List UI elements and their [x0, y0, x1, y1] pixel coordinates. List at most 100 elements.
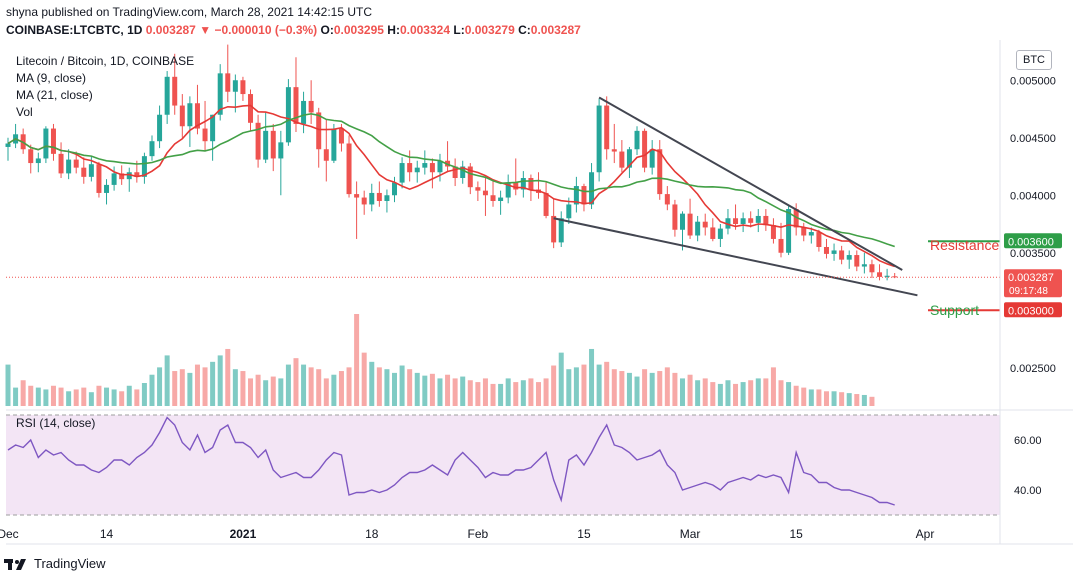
close-label: C: [518, 23, 531, 37]
candle-body [619, 151, 625, 168]
candle-body [50, 128, 56, 154]
volume-bar [543, 378, 549, 406]
volume-bar [187, 372, 193, 406]
candle-body [210, 114, 216, 142]
price-tick-label: 0.002500 [1010, 363, 1056, 375]
candle-body [58, 153, 64, 174]
candle-body [770, 225, 776, 239]
resistance-price-tag [1004, 233, 1062, 249]
rsi-pane [6, 414, 1000, 516]
candle-body [111, 173, 117, 185]
volume-bar [194, 364, 200, 406]
rsi-legend: RSI (14, close) [16, 416, 96, 430]
candle-body [778, 238, 784, 253]
volume-bar [81, 387, 87, 406]
volume-bar [323, 378, 329, 406]
candle-body [573, 186, 579, 205]
candle-body [157, 114, 163, 142]
candle-body [119, 173, 125, 180]
ma21-legend: MA (21, close) [16, 88, 93, 102]
volume-bar [770, 367, 776, 406]
volume-bar [331, 374, 337, 406]
volume-bar [786, 382, 792, 406]
volume-bar [248, 378, 254, 406]
rsi-band-fill [6, 415, 1000, 515]
volume-bar [687, 374, 693, 406]
candle-body [816, 232, 822, 247]
volume-bar [179, 369, 185, 406]
volume-bar [664, 367, 670, 406]
candle-body [513, 182, 519, 190]
volume-bar [293, 358, 299, 406]
ma21-line [7, 112, 895, 248]
open-value: 0.003295 [333, 23, 384, 37]
volume-bar [801, 387, 807, 406]
high-label: H: [387, 23, 400, 37]
candle-body [467, 166, 473, 188]
candle-body [604, 105, 610, 150]
candle-body [369, 192, 375, 205]
time-tick-label: Apr [916, 527, 935, 541]
candle-body [854, 255, 860, 267]
volume-bar [164, 355, 170, 406]
candle-body [823, 247, 829, 254]
price-tick-label: 0.005000 [1010, 75, 1056, 87]
volume-bar [846, 393, 852, 406]
volume-bar [263, 380, 269, 406]
candle-body [96, 164, 102, 193]
volume-bar [157, 367, 163, 406]
candle-body [217, 73, 223, 115]
volume-bar [490, 383, 496, 406]
volume-bar [43, 389, 49, 406]
volume-bar [778, 380, 784, 406]
volume-bar [679, 378, 685, 406]
footer-brand[interactable]: TradingView [4, 556, 106, 571]
candle-body [505, 182, 511, 198]
volume-bar [649, 372, 655, 406]
volume-bar [823, 391, 829, 406]
volume-bar [354, 314, 360, 406]
volume-bar [808, 389, 814, 406]
resistance-price-tag-text: 0.003600 [1008, 236, 1054, 248]
volume-bar [672, 372, 678, 406]
candle-body [392, 182, 398, 196]
candle-body [475, 187, 481, 191]
volume-bar [695, 380, 701, 406]
currency-badge[interactable]: BTC [1016, 50, 1052, 70]
candle-body [308, 100, 314, 113]
volume-bar [399, 365, 405, 406]
candle-body [702, 221, 708, 228]
volume-bar [793, 385, 799, 406]
volume-bar [316, 369, 322, 406]
candle-body [194, 103, 200, 129]
price-tick-label: 0.004000 [1010, 190, 1056, 202]
candle-body [316, 112, 322, 150]
volume-bar [5, 364, 11, 406]
volume-bar [217, 355, 223, 406]
candle-body [81, 167, 87, 177]
time-tick-label: Feb [468, 527, 489, 541]
candle-body [422, 163, 428, 168]
volume-bar [831, 391, 837, 406]
chart-title: Litecoin / Bitcoin, 1D, COINBASE [16, 54, 195, 68]
low-value: 0.003279 [464, 23, 515, 37]
volume-bar [301, 364, 307, 406]
volume-bar [202, 367, 208, 406]
support-label: Support [930, 302, 980, 318]
volume-bar [861, 394, 867, 406]
volume-bar [13, 387, 19, 406]
volume-bar [225, 348, 231, 406]
candle-body [596, 105, 602, 173]
volume-bar [104, 387, 110, 406]
candle-body [884, 275, 890, 277]
volume-bars [5, 314, 875, 406]
candle-body [187, 103, 193, 127]
time-tick-label: 2021 [230, 527, 257, 541]
volume-bar [460, 376, 466, 406]
candle-body [679, 213, 685, 230]
candle-body [331, 128, 337, 161]
volume-bar [422, 375, 428, 406]
volume-bar [869, 396, 875, 406]
candle-body [695, 221, 701, 236]
